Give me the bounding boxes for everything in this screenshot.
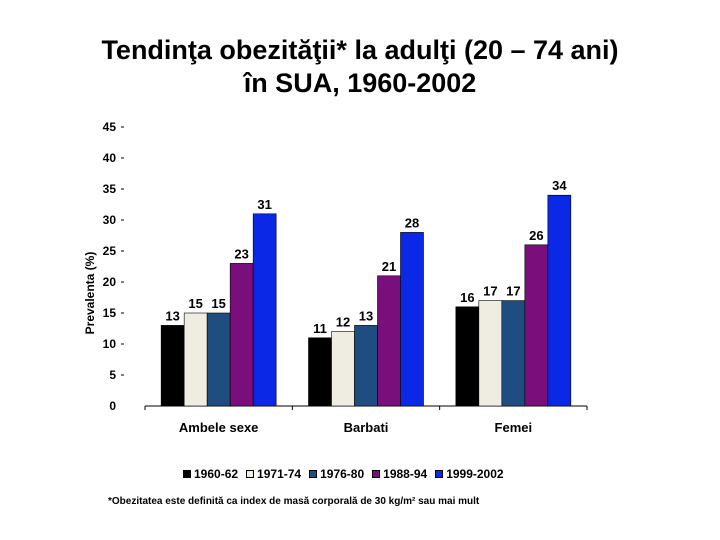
- y-tick-label: 15: [103, 306, 117, 320]
- bar-1971-74: [331, 331, 355, 407]
- data-label: 28: [405, 215, 419, 230]
- bar-1999-2002: [547, 194, 572, 407]
- bar-1971-74: [478, 300, 503, 407]
- bar-1976-80: [501, 300, 526, 407]
- legend-label: 1999-2002: [446, 467, 504, 481]
- y-tick-label: 45: [103, 120, 117, 134]
- x-category-label: Femei: [495, 420, 533, 435]
- y-tick-label: 35: [103, 182, 117, 196]
- legend-item: 1976-80: [309, 467, 364, 481]
- legend-label: 1960-62: [194, 467, 239, 481]
- bar-1976-80: [206, 312, 231, 407]
- data-label: 11: [313, 321, 327, 336]
- data-label: 26: [529, 228, 543, 243]
- y-tick-label: 5: [109, 368, 116, 382]
- bar-1988-94: [524, 244, 549, 407]
- y-axis-label: Prevalenta (%): [83, 252, 97, 335]
- bar-1988-94: [229, 263, 254, 407]
- legend-label: 1971-74: [257, 467, 302, 481]
- bar-1960-62: [160, 325, 185, 407]
- y-tick-label: 40: [103, 151, 117, 165]
- legend-item: 1999-2002: [435, 467, 504, 481]
- bar-1999-2002: [252, 213, 277, 407]
- legend-swatch: [246, 470, 255, 478]
- legend-item: 1971-74: [246, 467, 301, 481]
- data-label: 15: [188, 296, 202, 311]
- data-label: 31: [257, 197, 271, 212]
- bar-1971-74: [183, 312, 208, 407]
- legend-swatch: [183, 470, 191, 478]
- legend-label: 1988-94: [383, 467, 428, 481]
- y-tick-label: 10: [103, 337, 117, 351]
- legend-swatch: [372, 470, 381, 478]
- data-label: 17: [483, 284, 497, 299]
- bar-1960-62: [455, 306, 480, 407]
- data-label: 15: [211, 296, 225, 311]
- data-label: 16: [460, 290, 474, 305]
- slide-title: Tendinţa obezităţii* la adulţi (20 – 74 …: [0, 34, 720, 100]
- bar-1960-62: [308, 337, 332, 407]
- data-label: 13: [359, 308, 373, 323]
- data-label: 13: [165, 308, 179, 323]
- y-tick-label: 25: [103, 244, 117, 258]
- title-line-1: Tendinţa obezităţii* la adulţi (20 – 74 …: [101, 35, 619, 65]
- y-tick-label: 20: [103, 275, 117, 289]
- legend-swatch: [309, 470, 318, 478]
- data-label: 34: [552, 178, 567, 193]
- chart-legend: 1960-62 1971-74 1976-80 1988-94 1999-2002: [183, 466, 512, 482]
- legend-label: 1976-80: [320, 467, 365, 481]
- x-category-label: Barbati: [344, 420, 389, 435]
- data-label: 21: [382, 259, 396, 274]
- y-tick-label: 30: [103, 213, 117, 227]
- bar-1976-80: [354, 325, 378, 407]
- y-tick-label: 0: [109, 399, 116, 413]
- bar-1999-2002: [400, 232, 424, 407]
- data-label: 17: [506, 284, 520, 299]
- title-line-2: în SUA, 1960-2002: [243, 68, 477, 98]
- bar-1988-94: [377, 275, 401, 407]
- legend-item: 1960-62: [183, 467, 238, 481]
- data-label: 23: [234, 246, 248, 261]
- footnote: *Obezitatea este definită ca index de ma…: [108, 496, 480, 507]
- data-label: 12: [336, 315, 350, 330]
- legend-item: 1988-94: [372, 467, 427, 481]
- legend-swatch: [435, 470, 444, 478]
- x-category-label: Ambele sexe: [179, 420, 259, 435]
